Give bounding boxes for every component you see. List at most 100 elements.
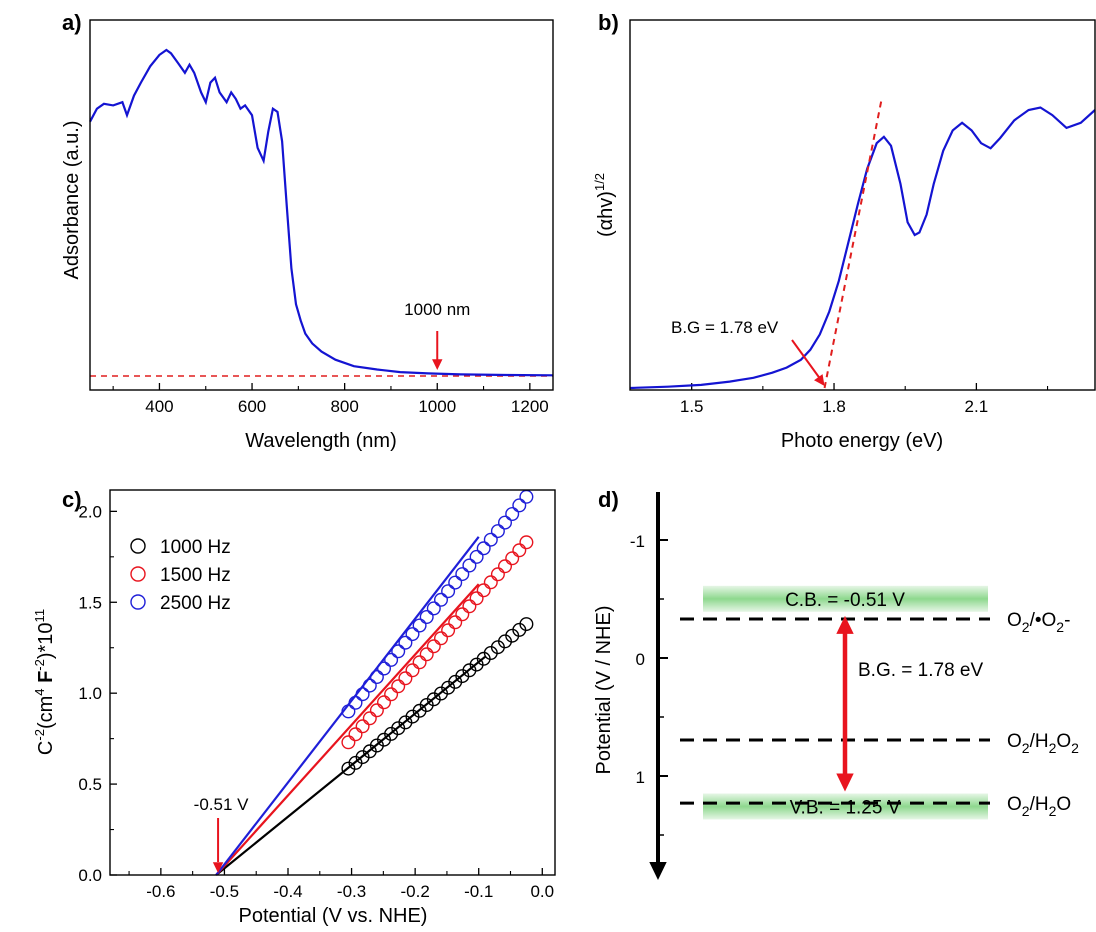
panel-c-data-point <box>519 489 534 504</box>
panel-c-y-title-part-6: )*10 <box>35 622 57 659</box>
panel-c-y-tick-label: 1.5 <box>78 593 102 612</box>
panel-c-y-title-part-2: (cm <box>35 696 57 729</box>
panel-d-axis-arrowhead <box>649 861 667 880</box>
panel-c-data-point <box>483 575 498 590</box>
panel-c-y-tick-label: 2.0 <box>78 502 102 521</box>
panel-c-label: c) <box>62 487 82 512</box>
panel-c-data-point <box>498 559 513 574</box>
panel-d-couple-label-part: O <box>1056 794 1071 815</box>
panel-d-gap-arrowhead-top <box>836 615 854 634</box>
panel-c-y-tick-label: 0.5 <box>78 775 102 794</box>
panel-b-x-title: Photo energy (eV) <box>781 430 943 452</box>
panel-c-y-title-part-4: F <box>35 671 57 689</box>
panel-a: a) 400 600 800 1000 1200 1000 nm Wavelength … <box>61 10 554 452</box>
panel-d-gap-arrow <box>836 615 854 792</box>
panel-c-data-point <box>412 655 427 670</box>
panel-d-band <box>703 585 988 612</box>
panel-b-y-title: (αhv)1/2 <box>592 173 617 237</box>
panel-b-arrowhead <box>814 374 825 386</box>
panel-c-data-point <box>405 663 420 678</box>
panel-d-label: d) <box>598 487 619 512</box>
panel-d-couple-label-part: 2 <box>1056 619 1064 635</box>
panel-d-couple-label-part: 2 <box>1049 740 1057 756</box>
panel-c-data-point <box>426 639 441 654</box>
panel-c-data-point <box>348 727 363 742</box>
panel-c-y-title-part-1: -2 <box>32 729 47 741</box>
panel-a-annotation: 1000 nm <box>404 300 470 319</box>
panel-c-data-point <box>412 618 427 633</box>
panel-c-legend-label: 1500 Hz <box>160 565 231 586</box>
panel-a-x-tick-label: 1000 <box>418 397 456 416</box>
panel-c-data-point <box>469 591 484 606</box>
panel-c-data-point <box>405 627 420 642</box>
panel-c-data-point <box>341 735 356 750</box>
panel-c-data-point <box>469 549 484 564</box>
panel-c-data-point <box>505 551 520 566</box>
panel-b-label: b) <box>598 10 619 35</box>
panel-c-frame <box>109 489 556 876</box>
panel-c-x-title: Potential (V vs. NHE) <box>239 905 428 927</box>
panel-c-legend-marker <box>130 566 146 582</box>
panel-c-data-point <box>441 584 456 599</box>
panel-c-y-title-part-5: -2 <box>32 659 47 671</box>
panel-b-annotation: B.G = 1.78 eV <box>671 318 779 337</box>
panel-c-x-tick-label: -0.1 <box>464 882 493 901</box>
panel-c-data-point <box>384 652 399 667</box>
panel-a-arrowhead <box>432 359 443 370</box>
panel-c-legend-marker <box>130 594 146 610</box>
panel-d-y-title: Potential (V / NHE) <box>593 606 615 775</box>
panel-d-couple-label: O2/•O2- <box>1007 610 1070 635</box>
panel-d-couple-label-part: O <box>1007 610 1022 631</box>
panel-c-data-point <box>369 703 384 718</box>
panel-b-y-title-main: (αhv) <box>595 191 617 237</box>
panel-d-couple-label-part: - <box>1064 610 1070 631</box>
panel-c-x-tick-label: -0.4 <box>273 882 302 901</box>
panel-a-x-tick-label: 400 <box>145 397 173 416</box>
panel-c-x-tick-label: -0.2 <box>400 882 429 901</box>
panel-c-data-point <box>462 599 477 614</box>
panel-c-legend-label: 1000 Hz <box>160 537 231 558</box>
panel-c-data-point <box>369 670 384 685</box>
panel-d-axis: -1 0 1 <box>630 492 668 880</box>
panel-c-data-point <box>455 567 470 582</box>
panel-c-data-point <box>341 704 356 719</box>
panel-c-y-title-part-3: 4 <box>32 688 47 695</box>
panel-a-y-title: Adsorbance (a.u.) <box>61 121 83 280</box>
panel-c-data-point <box>355 687 370 702</box>
panel-d-band <box>703 793 988 820</box>
panel-c-data-points <box>341 489 534 776</box>
panel-a-x-tick-label: 1200 <box>511 397 549 416</box>
panel-d: d) -101 C.B. = -0.51 V V.B. = 1.25 V O2/•… <box>593 487 1079 880</box>
panel-c-legend: 1000 Hz 1500 Hz 2500 Hz <box>130 537 231 614</box>
panel-c-data-point <box>512 498 527 513</box>
panel-d-band-label: V.B. = 1.25 V <box>790 798 901 819</box>
panel-c-data-point <box>519 535 534 550</box>
panel-c-data-point <box>355 719 370 734</box>
panel-a-x-ticks: 400 600 800 1000 1200 <box>112 383 549 416</box>
panel-c-y-tick-label: 1.0 <box>78 684 102 703</box>
panel-c-data-point <box>434 592 449 607</box>
panel-c-data-point <box>419 647 434 662</box>
panel-b-x-ticks: 1.5 1.8 2.1 <box>680 383 1049 416</box>
panel-b-y-title-sup: 1/2 <box>592 173 607 191</box>
panel-d-gap-arrowhead-bottom <box>836 773 854 792</box>
panel-d-couple-label-part: /H <box>1030 794 1049 815</box>
panel-c-data-point <box>505 507 520 522</box>
panel-c-data-point <box>377 695 392 710</box>
panel-c: c) -0.6 -0.5 -0.4 -0.3 -0.2 -0.1 0.0 0.0 0.5 1.0… <box>32 487 556 927</box>
panel-d-couple-label-part: O <box>1007 794 1022 815</box>
panel-c-legend-label: 2500 Hz <box>160 593 231 614</box>
panel-c-data-point <box>483 532 498 547</box>
panel-c-data-point <box>377 661 392 676</box>
panel-c-x-tick-label: -0.6 <box>146 882 175 901</box>
panel-d-couple-label-part: 2 <box>1049 803 1057 819</box>
panel-c-y-tick-label: 0.0 <box>78 866 102 885</box>
panel-d-band-label: C.B. = -0.51 V <box>785 590 905 611</box>
panel-c-data-point <box>434 631 449 646</box>
panel-c-data-point <box>391 679 406 694</box>
panel-c-data-point <box>490 567 505 582</box>
panel-d-couple-label: O2/H2O <box>1007 794 1071 819</box>
panel-d-couple-label-part: 2 <box>1022 619 1030 635</box>
